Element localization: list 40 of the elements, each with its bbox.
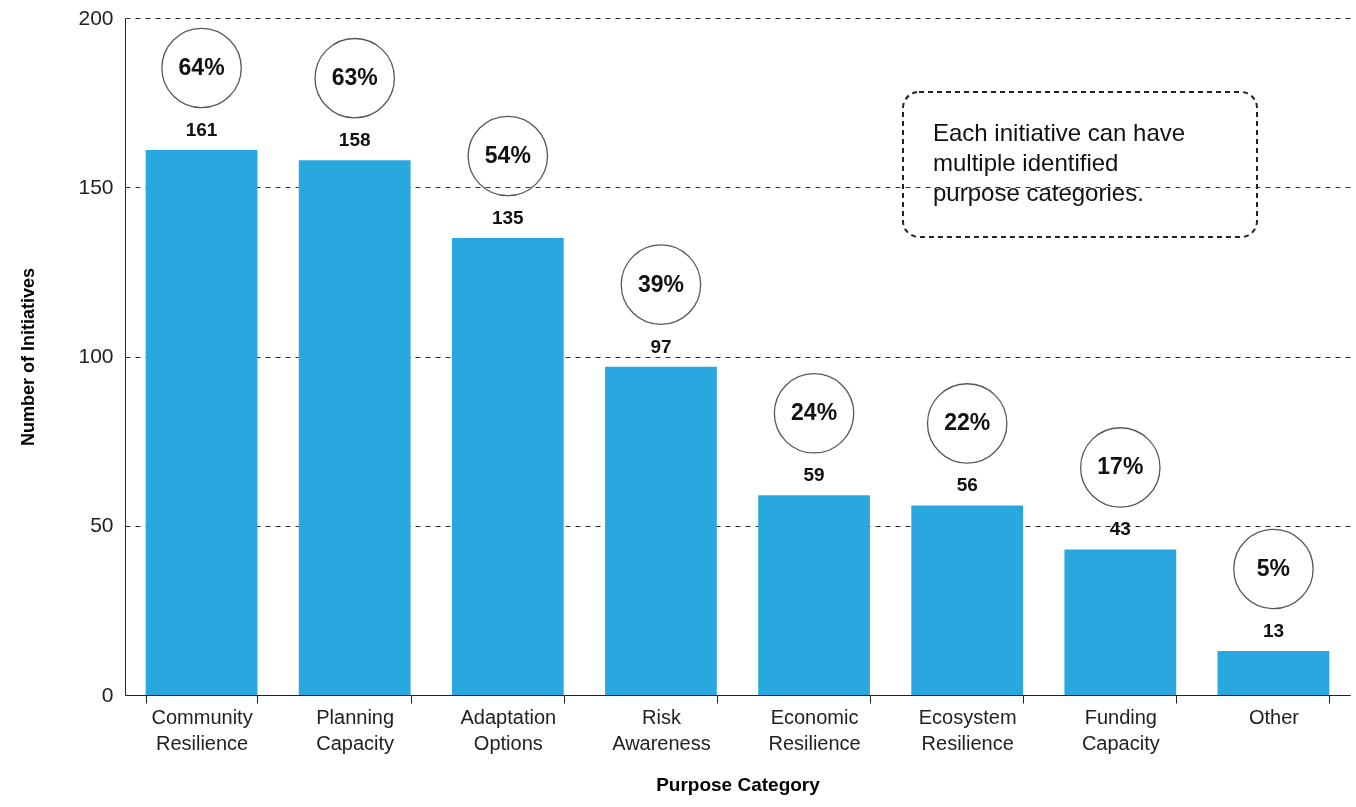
bar [298,160,411,695]
data-label: 158 [338,129,371,151]
x-axis-title: Purpose Category [656,773,821,795]
data-label: 13 [1262,619,1285,641]
y-tick-label: 150 [78,174,114,198]
annotation: 39% [637,270,684,297]
y-tick-label: 200 [78,5,114,29]
annotation: 64% [178,54,225,81]
annotation: Each initiative can have multiple identified purpose categories. [933,119,1186,206]
bar [911,505,1024,695]
annotation: 17% [1097,453,1144,480]
x-tick-label: Economic Resilience [768,705,861,754]
annotation: 24% [791,399,838,426]
data-label: 97 [650,335,672,357]
bar [451,238,564,695]
bar [605,366,717,695]
annotation: 5% [1256,554,1291,581]
y-tick-label: 50 [90,513,114,537]
data-label: 59 [803,464,825,486]
bar [758,495,870,695]
data-label: 56 [956,474,978,496]
x-tick-label: Adaptation Options [460,705,557,754]
y-tick-label: 0 [101,682,114,706]
bar [145,150,258,695]
x-tick-label: Community Resilience [151,705,253,754]
data-label: 43 [1109,518,1131,540]
data-label: 135 [491,207,525,229]
x-tick-label: Risk Awareness [612,705,711,754]
x-tick-label: Other [1248,705,1300,728]
y-tick-label: 100 [78,344,114,367]
bar [1217,651,1330,695]
bar [1064,549,1177,695]
annotation: 22% [944,409,991,436]
data-label: 161 [185,119,218,141]
x-tick-label: Funding Capacity [1081,705,1160,754]
x-tick-label: Planning Capacity [316,705,395,754]
x-tick-label: Ecosystem Resilience [918,705,1017,754]
y-axis-title: Number of Initiatives [18,267,39,447]
annotation: 54% [484,142,531,169]
annotation: 63% [331,64,378,91]
